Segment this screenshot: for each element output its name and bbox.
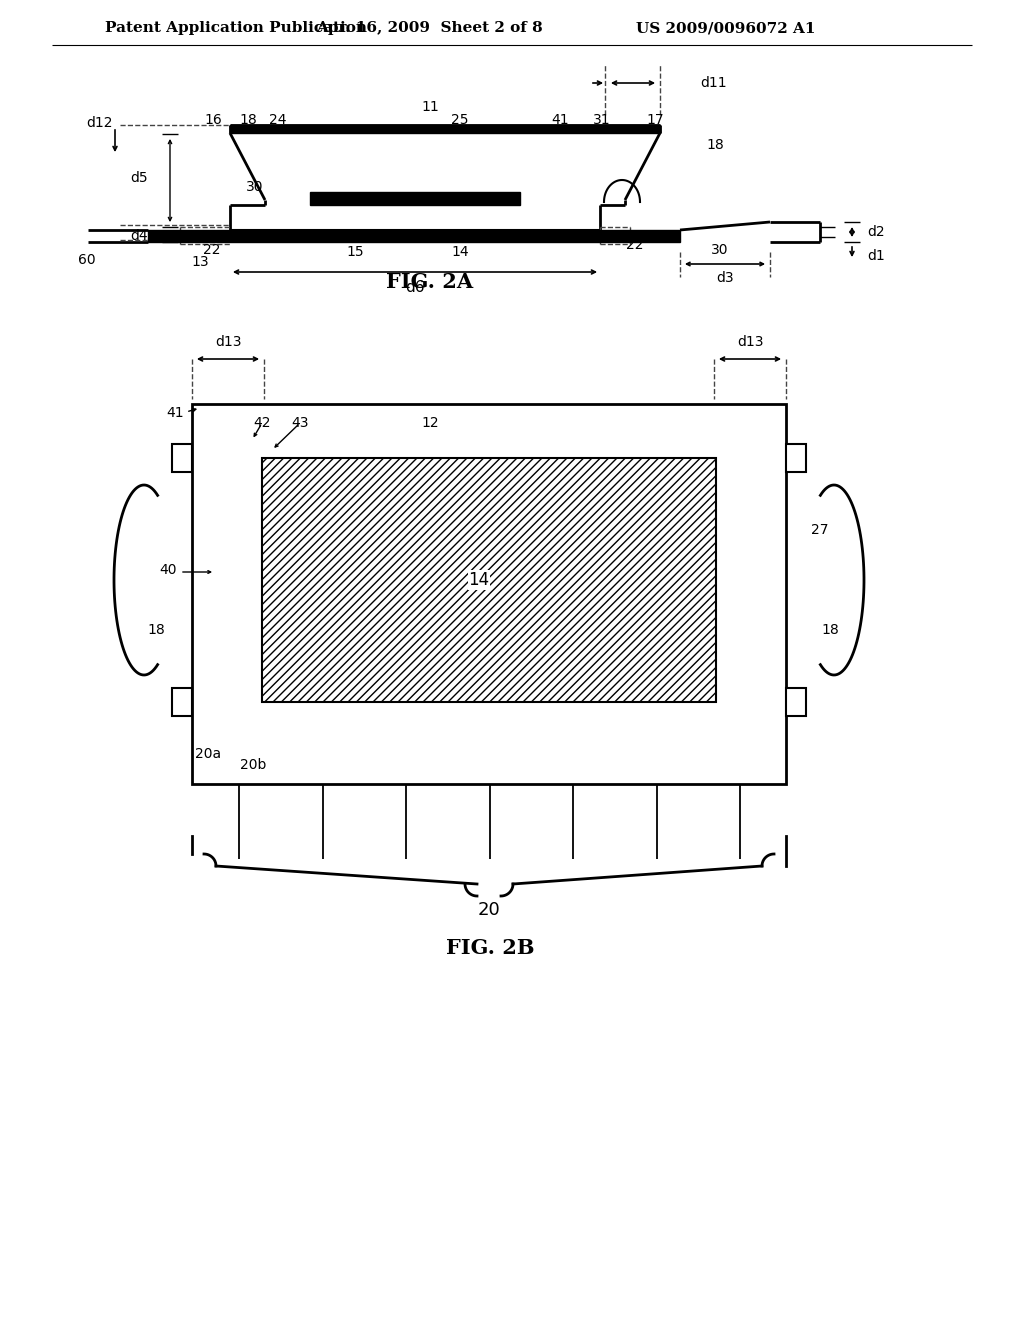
Text: 18: 18 (240, 114, 257, 127)
Text: FIG. 2A: FIG. 2A (386, 272, 473, 292)
Text: d2: d2 (867, 224, 885, 239)
Text: 13: 13 (191, 255, 209, 269)
Text: 25: 25 (452, 114, 469, 127)
Text: 20b: 20b (240, 758, 266, 772)
Text: 15: 15 (346, 246, 364, 259)
Text: 60: 60 (78, 253, 96, 267)
Bar (172, 444, 193, 473)
Bar (786, 444, 806, 473)
Text: d13: d13 (215, 335, 242, 348)
Text: 12: 12 (421, 416, 439, 430)
Bar (786, 688, 806, 715)
Bar (262, 458, 716, 702)
Text: US 2009/0096072 A1: US 2009/0096072 A1 (636, 21, 815, 36)
Text: 18: 18 (147, 623, 165, 638)
Text: 16: 16 (204, 114, 222, 127)
Text: d5: d5 (130, 172, 148, 185)
Text: d1: d1 (867, 249, 885, 263)
Text: 27: 27 (811, 523, 828, 537)
Text: d12: d12 (86, 116, 113, 129)
Text: 22: 22 (627, 238, 644, 252)
Text: Patent Application Publication: Patent Application Publication (105, 21, 367, 36)
Text: 20a: 20a (195, 747, 221, 762)
Text: 43: 43 (291, 416, 309, 430)
Text: FIG. 2B: FIG. 2B (445, 939, 535, 958)
Bar (310, 191, 520, 205)
Text: 14: 14 (452, 246, 469, 259)
Bar (172, 688, 193, 715)
Bar (230, 125, 660, 133)
Text: d6: d6 (406, 280, 425, 294)
Text: 22: 22 (203, 243, 221, 257)
Text: 31: 31 (593, 114, 610, 127)
Text: 20: 20 (477, 902, 501, 919)
Bar (193, 404, 786, 784)
Text: 40: 40 (160, 564, 177, 577)
Text: Apr. 16, 2009  Sheet 2 of 8: Apr. 16, 2009 Sheet 2 of 8 (316, 21, 544, 36)
Text: 17: 17 (646, 114, 664, 127)
Text: d13: d13 (736, 335, 763, 348)
Text: 30: 30 (246, 180, 264, 194)
Text: 24: 24 (269, 114, 287, 127)
Text: 30: 30 (712, 243, 729, 257)
Text: d4: d4 (130, 228, 148, 243)
Text: 14: 14 (468, 572, 489, 589)
Text: 18: 18 (821, 623, 839, 638)
Text: 11: 11 (421, 100, 439, 114)
Bar (148, 230, 680, 242)
Text: 18: 18 (707, 139, 724, 152)
Text: d3: d3 (716, 271, 734, 285)
Text: 41: 41 (551, 114, 568, 127)
Text: 41: 41 (166, 407, 184, 420)
Text: 42: 42 (253, 416, 270, 430)
Text: d11: d11 (700, 77, 727, 90)
